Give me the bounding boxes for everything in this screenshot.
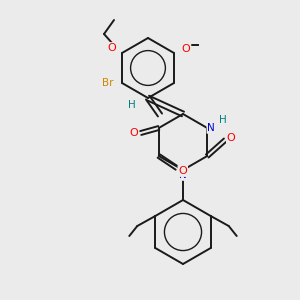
Text: Br: Br <box>102 78 114 88</box>
Text: O: O <box>108 43 116 53</box>
Text: O: O <box>182 44 190 54</box>
Text: N: N <box>179 170 187 180</box>
Text: O: O <box>129 128 138 138</box>
Text: N: N <box>207 123 215 133</box>
Text: O: O <box>227 133 236 143</box>
Text: H: H <box>128 100 136 110</box>
Text: H: H <box>219 115 227 125</box>
Text: O: O <box>178 166 187 176</box>
